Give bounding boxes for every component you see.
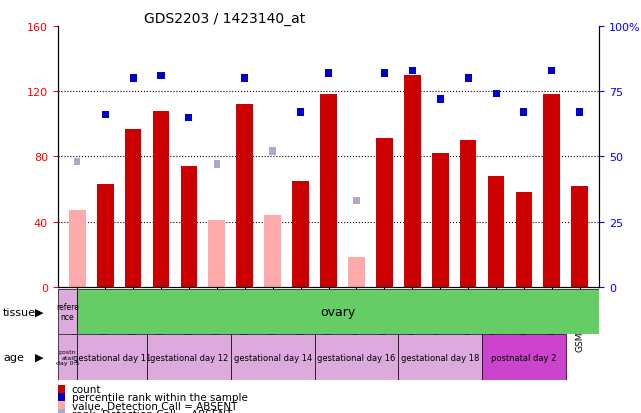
Bar [520, 109, 528, 116]
Bar [297, 109, 304, 116]
FancyBboxPatch shape [58, 289, 77, 335]
Bar [269, 148, 276, 155]
Bar [492, 91, 499, 98]
Text: rank, Detection Call = ABSENT: rank, Detection Call = ABSENT [72, 409, 232, 413]
Text: tissue: tissue [3, 307, 36, 317]
FancyBboxPatch shape [58, 335, 77, 380]
Bar [437, 96, 444, 103]
Bar [58, 385, 65, 394]
Bar [325, 70, 332, 77]
FancyBboxPatch shape [147, 335, 231, 380]
Bar [544, 95, 560, 287]
Text: postnatal day 2: postnatal day 2 [491, 353, 556, 362]
Text: ovary: ovary [320, 305, 356, 318]
Bar [432, 154, 449, 287]
FancyBboxPatch shape [398, 335, 482, 380]
Bar [153, 112, 169, 287]
Bar [376, 139, 393, 287]
Bar [74, 159, 80, 166]
Bar [241, 75, 248, 83]
FancyBboxPatch shape [231, 335, 315, 380]
Bar [58, 393, 65, 402]
Bar [129, 75, 137, 83]
Bar [409, 67, 416, 75]
Text: age: age [3, 352, 24, 362]
Bar [185, 114, 192, 121]
FancyBboxPatch shape [315, 335, 398, 380]
Text: gestational day 12: gestational day 12 [150, 353, 228, 362]
Text: gestational day 11: gestational day 11 [73, 353, 151, 362]
Bar [213, 161, 220, 169]
Bar [515, 193, 532, 287]
Bar [69, 211, 86, 287]
Bar [237, 105, 253, 287]
Bar [292, 181, 309, 287]
Text: value, Detection Call = ABSENT: value, Detection Call = ABSENT [72, 401, 237, 411]
Text: refere
nce: refere nce [56, 302, 79, 321]
FancyBboxPatch shape [77, 335, 147, 380]
Bar [348, 258, 365, 287]
Text: gestational day 14: gestational day 14 [233, 353, 312, 362]
Bar [58, 409, 65, 413]
Bar [58, 401, 65, 411]
Text: gestational day 18: gestational day 18 [401, 353, 479, 362]
Bar [353, 197, 360, 205]
Bar [381, 70, 388, 77]
Bar [102, 112, 109, 119]
Bar [97, 185, 113, 287]
Text: percentile rank within the sample: percentile rank within the sample [72, 392, 247, 402]
Bar [125, 129, 142, 287]
Bar [264, 216, 281, 287]
Bar [404, 76, 420, 287]
Text: ▶: ▶ [35, 307, 44, 317]
Text: ▶: ▶ [35, 352, 44, 362]
Text: postn
atal
day 0.5: postn atal day 0.5 [56, 349, 79, 366]
Text: gestational day 16: gestational day 16 [317, 353, 395, 362]
Bar [548, 67, 555, 75]
Bar [158, 73, 165, 80]
Bar [460, 141, 476, 287]
Bar [320, 95, 337, 287]
FancyBboxPatch shape [77, 289, 599, 335]
Text: GDS2203 / 1423140_at: GDS2203 / 1423140_at [144, 12, 305, 26]
Text: count: count [72, 384, 101, 394]
Bar [576, 109, 583, 116]
Bar [181, 167, 197, 287]
Bar [571, 186, 588, 287]
Bar [465, 75, 472, 83]
Bar [488, 176, 504, 287]
Bar [208, 221, 225, 287]
FancyBboxPatch shape [482, 335, 566, 380]
